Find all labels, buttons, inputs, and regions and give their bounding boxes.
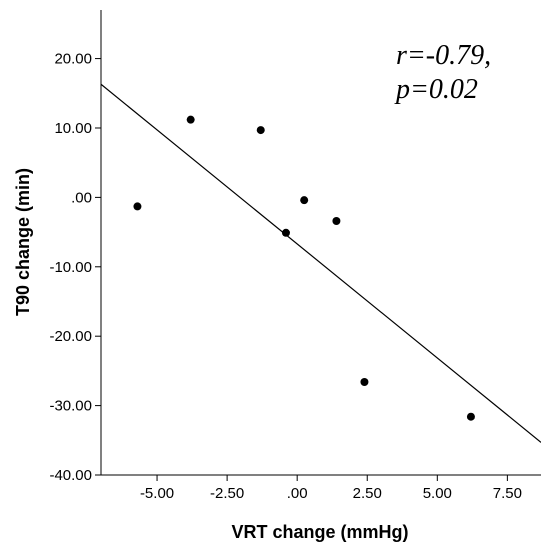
y-tick-label: 10.00 bbox=[54, 120, 92, 137]
data-point bbox=[186, 115, 195, 124]
y-tick-label: 20.00 bbox=[54, 51, 92, 68]
data-point bbox=[300, 196, 309, 205]
x-tick-label: 7.50 bbox=[493, 485, 522, 502]
regression-line-layer bbox=[100, 83, 541, 443]
data-point bbox=[332, 216, 341, 225]
y-tick-label: -20.00 bbox=[49, 328, 92, 345]
x-axis-ticks: -5.00 -2.50 .00 2.50 5.00 7.50 bbox=[140, 475, 522, 502]
x-tick-label: -2.50 bbox=[210, 485, 244, 502]
x-tick-label: 5.00 bbox=[423, 485, 452, 502]
regression-line bbox=[100, 83, 541, 443]
x-tick-label: 2.50 bbox=[353, 485, 382, 502]
x-tick-label: .00 bbox=[287, 485, 308, 502]
plot-frame bbox=[100, 10, 541, 476]
p-value-annotation: p=0.02 bbox=[394, 74, 478, 105]
y-tick-label: -30.00 bbox=[49, 398, 92, 415]
y-tick-label: -40.00 bbox=[49, 467, 92, 484]
data-point bbox=[360, 378, 369, 386]
x-axis-title: VRT change (mmHg) bbox=[231, 522, 408, 542]
y-axis-ticks: 20.00 10.00 .00 -10.00 -20.00 -30.00 -40.00 bbox=[49, 51, 101, 484]
data-points-layer bbox=[133, 115, 475, 421]
data-point bbox=[256, 126, 265, 135]
x-tick-label: -5.00 bbox=[140, 485, 174, 502]
data-point bbox=[466, 412, 475, 421]
y-tick-label: -10.00 bbox=[49, 259, 92, 276]
data-point bbox=[281, 228, 290, 237]
data-point bbox=[133, 202, 142, 211]
y-tick-label: .00 bbox=[71, 189, 92, 206]
y-axis-title: T90 change (min) bbox=[13, 168, 33, 316]
correlation-annotation: r=-0.79, bbox=[396, 40, 491, 71]
